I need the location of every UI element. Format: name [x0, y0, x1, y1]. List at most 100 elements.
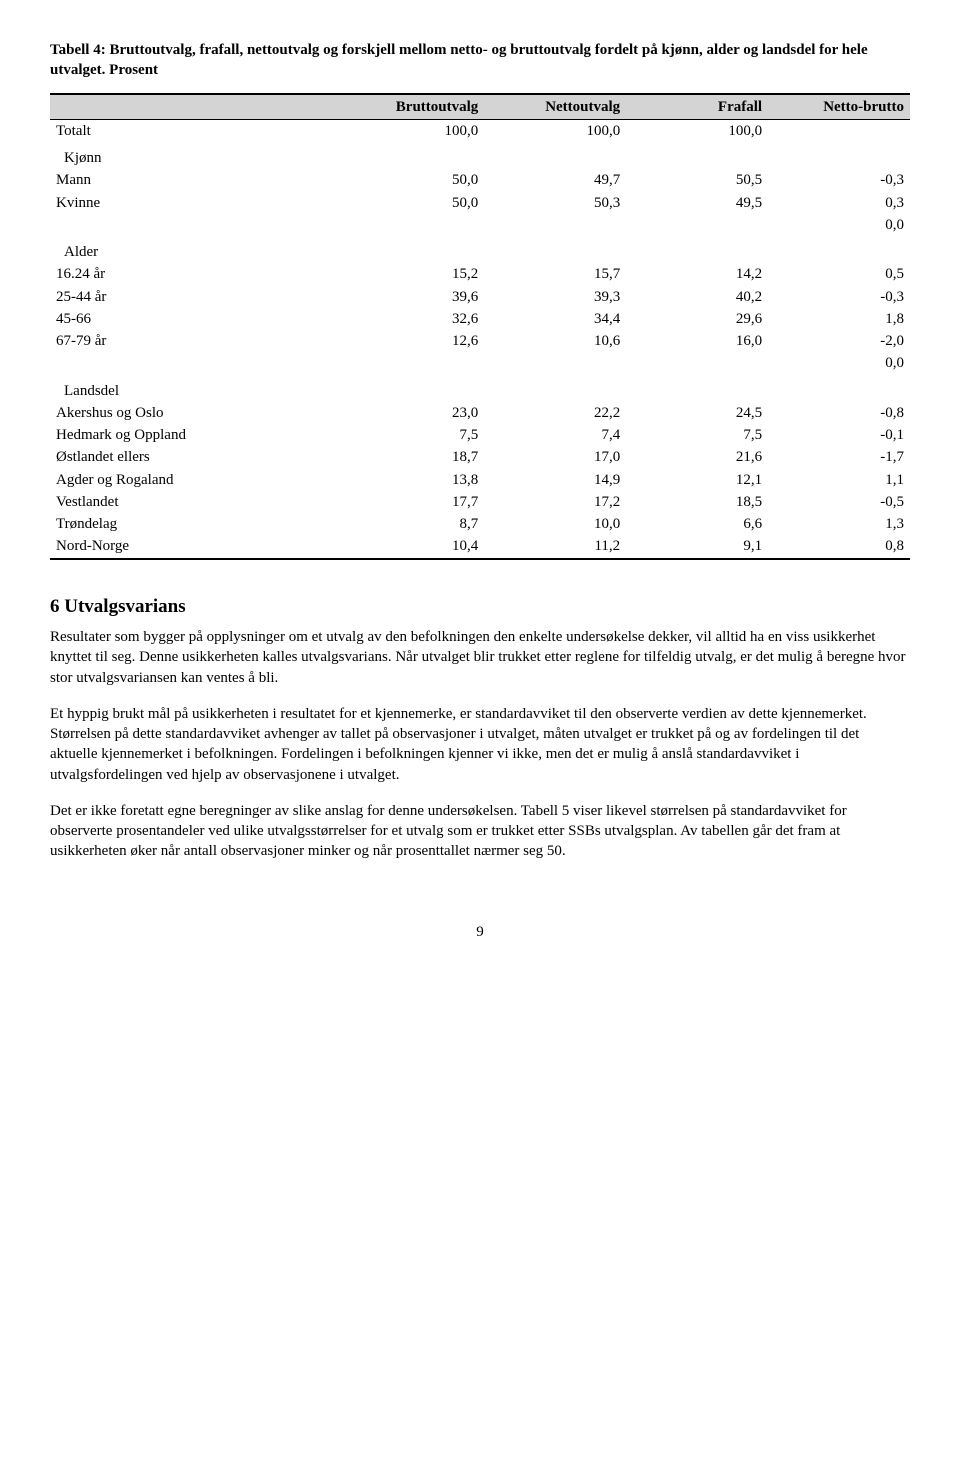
cell: 23,0 — [342, 402, 484, 424]
cell: 50,0 — [342, 169, 484, 191]
cell: 100,0 — [626, 119, 768, 142]
cell — [626, 142, 768, 169]
cell: 39,6 — [342, 286, 484, 308]
paragraph: Et hyppig brukt mål på usikkerheten i re… — [50, 704, 910, 785]
row-label: 67-79 år — [50, 330, 342, 352]
cell: 8,7 — [342, 513, 484, 535]
cell: 15,2 — [342, 263, 484, 285]
cell — [626, 236, 768, 263]
row-label: 25-44 år — [50, 286, 342, 308]
cell: 1,3 — [768, 513, 910, 535]
table-row: 0,0 — [50, 352, 910, 374]
col-header: Nettoutvalg — [484, 94, 626, 120]
row-label: Mann — [50, 169, 342, 191]
paragraph: Det er ikke foretatt egne beregninger av… — [50, 801, 910, 862]
cell: 34,4 — [484, 308, 626, 330]
cell: 10,0 — [484, 513, 626, 535]
table-row: Hedmark og Oppland7,57,47,5-0,1 — [50, 424, 910, 446]
row-label: Vestlandet — [50, 491, 342, 513]
cell: 6,6 — [626, 513, 768, 535]
row-label: Østlandet ellers — [50, 446, 342, 468]
cell: 14,2 — [626, 263, 768, 285]
table-title: Tabell 4: Bruttoutvalg, frafall, nettout… — [50, 40, 910, 81]
row-label: Kjønn — [50, 142, 342, 169]
cell: 12,6 — [342, 330, 484, 352]
cell: 100,0 — [484, 119, 626, 142]
cell: 50,5 — [626, 169, 768, 191]
row-label: Alder — [50, 236, 342, 263]
cell: -0,8 — [768, 402, 910, 424]
cell: 17,0 — [484, 446, 626, 468]
cell — [484, 214, 626, 236]
cell: 14,9 — [484, 469, 626, 491]
cell: 22,2 — [484, 402, 626, 424]
data-table: Bruttoutvalg Nettoutvalg Frafall Netto-b… — [50, 93, 910, 560]
cell: 7,5 — [342, 424, 484, 446]
table-row: 0,0 — [50, 214, 910, 236]
cell: 7,5 — [626, 424, 768, 446]
cell: -0,3 — [768, 169, 910, 191]
cell — [484, 236, 626, 263]
cell: 9,1 — [626, 535, 768, 558]
cell — [342, 375, 484, 402]
cell: 15,7 — [484, 263, 626, 285]
col-header: Netto-brutto — [768, 94, 910, 120]
cell: 49,5 — [626, 192, 768, 214]
section-heading: 6 Utvalgsvarians — [50, 594, 910, 620]
table-row: Kjønn — [50, 142, 910, 169]
cell: 10,6 — [484, 330, 626, 352]
cell: 29,6 — [626, 308, 768, 330]
row-label: Nord-Norge — [50, 535, 342, 558]
cell: 18,5 — [626, 491, 768, 513]
cell: 32,6 — [342, 308, 484, 330]
cell: 24,5 — [626, 402, 768, 424]
cell: 13,8 — [342, 469, 484, 491]
cell — [484, 142, 626, 169]
row-label: Hedmark og Oppland — [50, 424, 342, 446]
row-label: Totalt — [50, 119, 342, 142]
cell: -0,3 — [768, 286, 910, 308]
table-row: 16.24 år15,215,714,20,5 — [50, 263, 910, 285]
table-row: Trøndelag8,710,06,61,3 — [50, 513, 910, 535]
table-row: Østlandet ellers18,717,021,6-1,7 — [50, 446, 910, 468]
cell — [484, 375, 626, 402]
cell: 0,8 — [768, 535, 910, 558]
paragraph: Resultater som bygger på opplysninger om… — [50, 627, 910, 688]
cell: 10,4 — [342, 535, 484, 558]
cell: 49,7 — [484, 169, 626, 191]
cell: 18,7 — [342, 446, 484, 468]
table-row: 67-79 år12,610,616,0-2,0 — [50, 330, 910, 352]
cell — [626, 375, 768, 402]
row-label: Agder og Rogaland — [50, 469, 342, 491]
cell — [342, 142, 484, 169]
cell: 17,2 — [484, 491, 626, 513]
row-label: Trøndelag — [50, 513, 342, 535]
col-header: Bruttoutvalg — [342, 94, 484, 120]
cell: 11,2 — [484, 535, 626, 558]
col-header — [50, 94, 342, 120]
cell: 1,1 — [768, 469, 910, 491]
cell: 39,3 — [484, 286, 626, 308]
cell — [768, 375, 910, 402]
table-row: Mann50,049,750,5-0,3 — [50, 169, 910, 191]
cell — [484, 352, 626, 374]
table-row: Vestlandet17,717,218,5-0,5 — [50, 491, 910, 513]
cell: 0,0 — [768, 214, 910, 236]
table-row: Akershus og Oslo23,022,224,5-0,8 — [50, 402, 910, 424]
cell — [768, 236, 910, 263]
cell: -2,0 — [768, 330, 910, 352]
cell — [342, 236, 484, 263]
table-row: 45-6632,634,429,61,8 — [50, 308, 910, 330]
cell: 50,3 — [484, 192, 626, 214]
cell: 50,0 — [342, 192, 484, 214]
table-row: Totalt100,0100,0100,0 — [50, 119, 910, 142]
table-row: Landsdel — [50, 375, 910, 402]
cell — [342, 352, 484, 374]
cell — [768, 142, 910, 169]
col-header: Frafall — [626, 94, 768, 120]
cell: 0,0 — [768, 352, 910, 374]
cell: 12,1 — [626, 469, 768, 491]
row-label: 16.24 år — [50, 263, 342, 285]
cell: -0,5 — [768, 491, 910, 513]
cell: 40,2 — [626, 286, 768, 308]
